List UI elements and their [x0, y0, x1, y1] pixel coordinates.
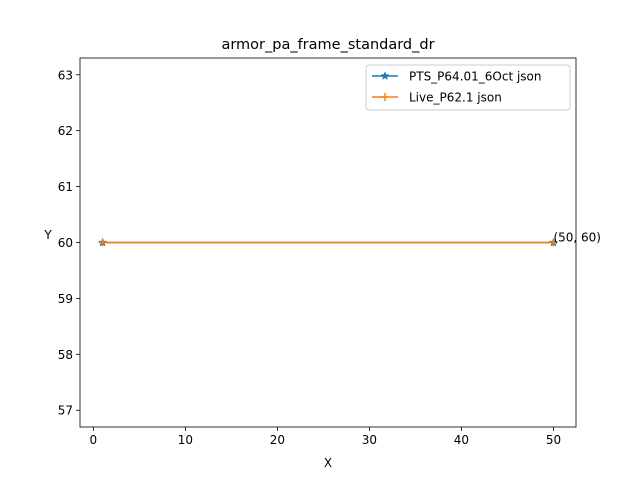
- legend-label: Live_P62.1 json: [409, 91, 502, 105]
- y-axis-label: Y: [43, 228, 52, 242]
- x-tick-label: 30: [362, 433, 377, 447]
- x-tick-label: 50: [546, 433, 561, 447]
- legend-box: [365, 64, 571, 111]
- y-tick-label: 58: [58, 348, 73, 362]
- chart-title: armor_pa_frame_standard_dr: [221, 37, 434, 53]
- legend-label: PTS_P64.01_6Oct json: [409, 70, 542, 84]
- x-axis-label: X: [324, 456, 332, 470]
- x-tick-label: 10: [178, 433, 193, 447]
- legend-entries: PTS_P64.01_6Oct json Live_P62.1 json: [372, 70, 542, 105]
- legend: PTS_P64.01_6Oct json Live_P62.1 json: [365, 64, 571, 111]
- x-tick-label: 20: [270, 433, 285, 447]
- axis-ticks: 0 10 20 30 40 50 57 58 59 60 61 62 63: [58, 68, 561, 447]
- y-tick-label: 59: [58, 292, 73, 306]
- series-2: [98, 238, 558, 247]
- y-tick-label: 63: [58, 68, 73, 82]
- y-tick-label: 62: [58, 124, 73, 138]
- y-tick-label: 57: [58, 404, 73, 418]
- legend-marker: [381, 93, 389, 101]
- plot-area: (50, 60): [97, 231, 601, 247]
- data-point: [98, 238, 107, 247]
- y-tick-label: 60: [58, 236, 73, 250]
- x-tick-label: 40: [454, 433, 469, 447]
- point-annotation: (50, 60): [553, 231, 601, 245]
- y-tick-label: 61: [58, 180, 73, 194]
- x-tick-label: 0: [90, 433, 98, 447]
- legend-marker: [380, 71, 390, 80]
- data-point: [549, 238, 558, 247]
